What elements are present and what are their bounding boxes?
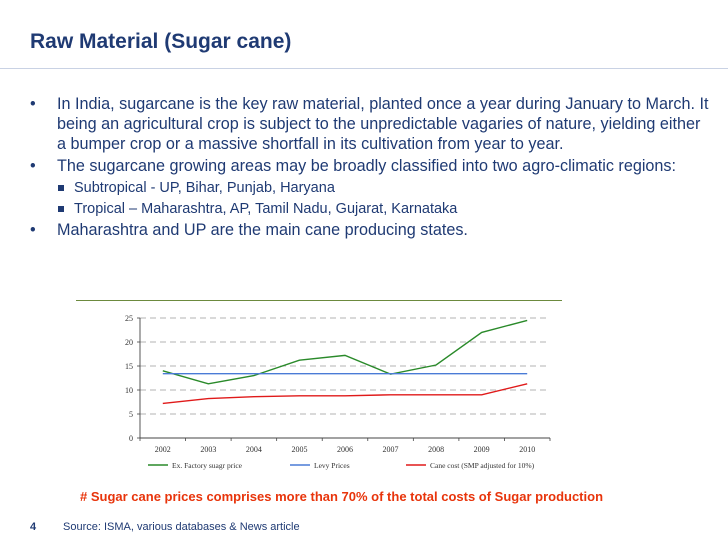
y-tick-label: 25 (125, 314, 133, 323)
bullet-marker: • (30, 157, 36, 175)
bullet-text: The sugarcane growing areas may be broad… (57, 157, 677, 175)
bullet-text: In India, sugarcane is the key raw mater… (57, 95, 709, 153)
x-tick-label: 2003 (200, 445, 216, 454)
series-line (162, 383, 528, 405)
legend-label: Ex. Factory suagr price (172, 461, 243, 470)
legend-label: Levy Prices (314, 461, 350, 470)
source-text: Source: ISMA, various databases & News a… (63, 521, 300, 533)
series-line (162, 319, 528, 385)
x-tick-label: 2007 (383, 445, 399, 454)
y-tick-label: 0 (129, 434, 133, 443)
x-tick-label: 2006 (337, 445, 353, 454)
y-tick-label: 5 (129, 410, 133, 419)
subbullet-text: Tropical – Maharashtra, AP, Tamil Nadu, … (74, 201, 458, 217)
bullet-item: • The sugarcane growing areas may be bro… (30, 156, 710, 176)
y-tick-label: 20 (125, 338, 133, 347)
square-bullet-icon (58, 206, 64, 212)
subbullet-item: Subtropical - UP, Bihar, Punjab, Haryana (30, 178, 710, 199)
y-tick-label: 10 (125, 386, 133, 395)
bullet-marker: • (30, 221, 36, 239)
x-tick-label: 2005 (291, 445, 307, 454)
title-divider (0, 68, 728, 69)
square-bullet-icon (58, 185, 64, 191)
y-tick-label: 15 (125, 362, 133, 371)
x-tick-label: 2002 (155, 445, 171, 454)
subbullet-text: Subtropical - UP, Bihar, Punjab, Haryana (74, 180, 335, 196)
subbullet-item: Tropical – Maharashtra, AP, Tamil Nadu, … (30, 199, 710, 220)
bullet-list: • In India, sugarcane is the key raw mat… (30, 94, 710, 242)
bullet-item: • In India, sugarcane is the key raw mat… (30, 94, 710, 154)
bullet-text: Maharashtra and UP are the main cane pro… (57, 221, 468, 239)
x-tick-label: 2009 (474, 445, 490, 454)
bullet-underline (76, 300, 562, 301)
slide-title: Raw Material (Sugar cane) (30, 30, 292, 53)
line-chart: 0 5 10 15 20 25 2002 2003 2004 2005 2006 2007 2008 20… (125, 314, 551, 470)
x-tick-label: 2008 (428, 445, 444, 454)
x-tick-label: 2004 (246, 445, 262, 454)
bullet-item: • Maharashtra and UP are the main cane p… (30, 220, 710, 240)
legend-label: Cane cost (SMP adjusted for 10%) (430, 461, 535, 470)
page-number: 4 (30, 521, 37, 533)
footnote: # Sugar cane prices comprises more than … (80, 489, 604, 504)
bullet-marker: • (30, 95, 36, 113)
x-tick-label: 2010 (519, 445, 535, 454)
